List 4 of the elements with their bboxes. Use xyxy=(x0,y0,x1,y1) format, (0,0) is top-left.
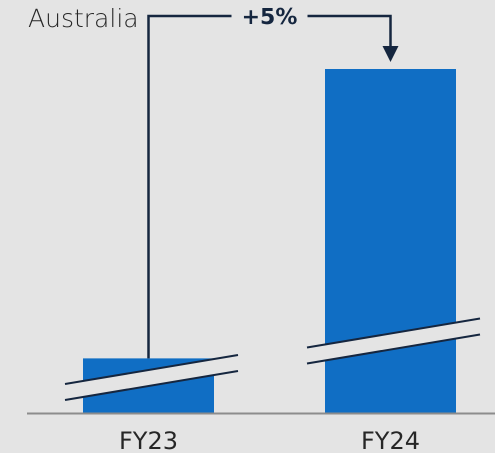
x-tick-label: FY23 xyxy=(118,427,178,453)
chart-title: Australia xyxy=(28,4,139,33)
x-tick-label: FY24 xyxy=(360,427,420,453)
text: +5% xyxy=(242,5,298,30)
